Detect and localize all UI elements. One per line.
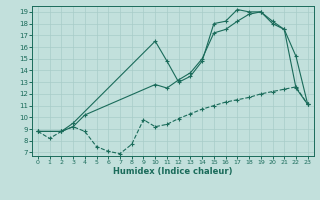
- X-axis label: Humidex (Indice chaleur): Humidex (Indice chaleur): [113, 167, 233, 176]
